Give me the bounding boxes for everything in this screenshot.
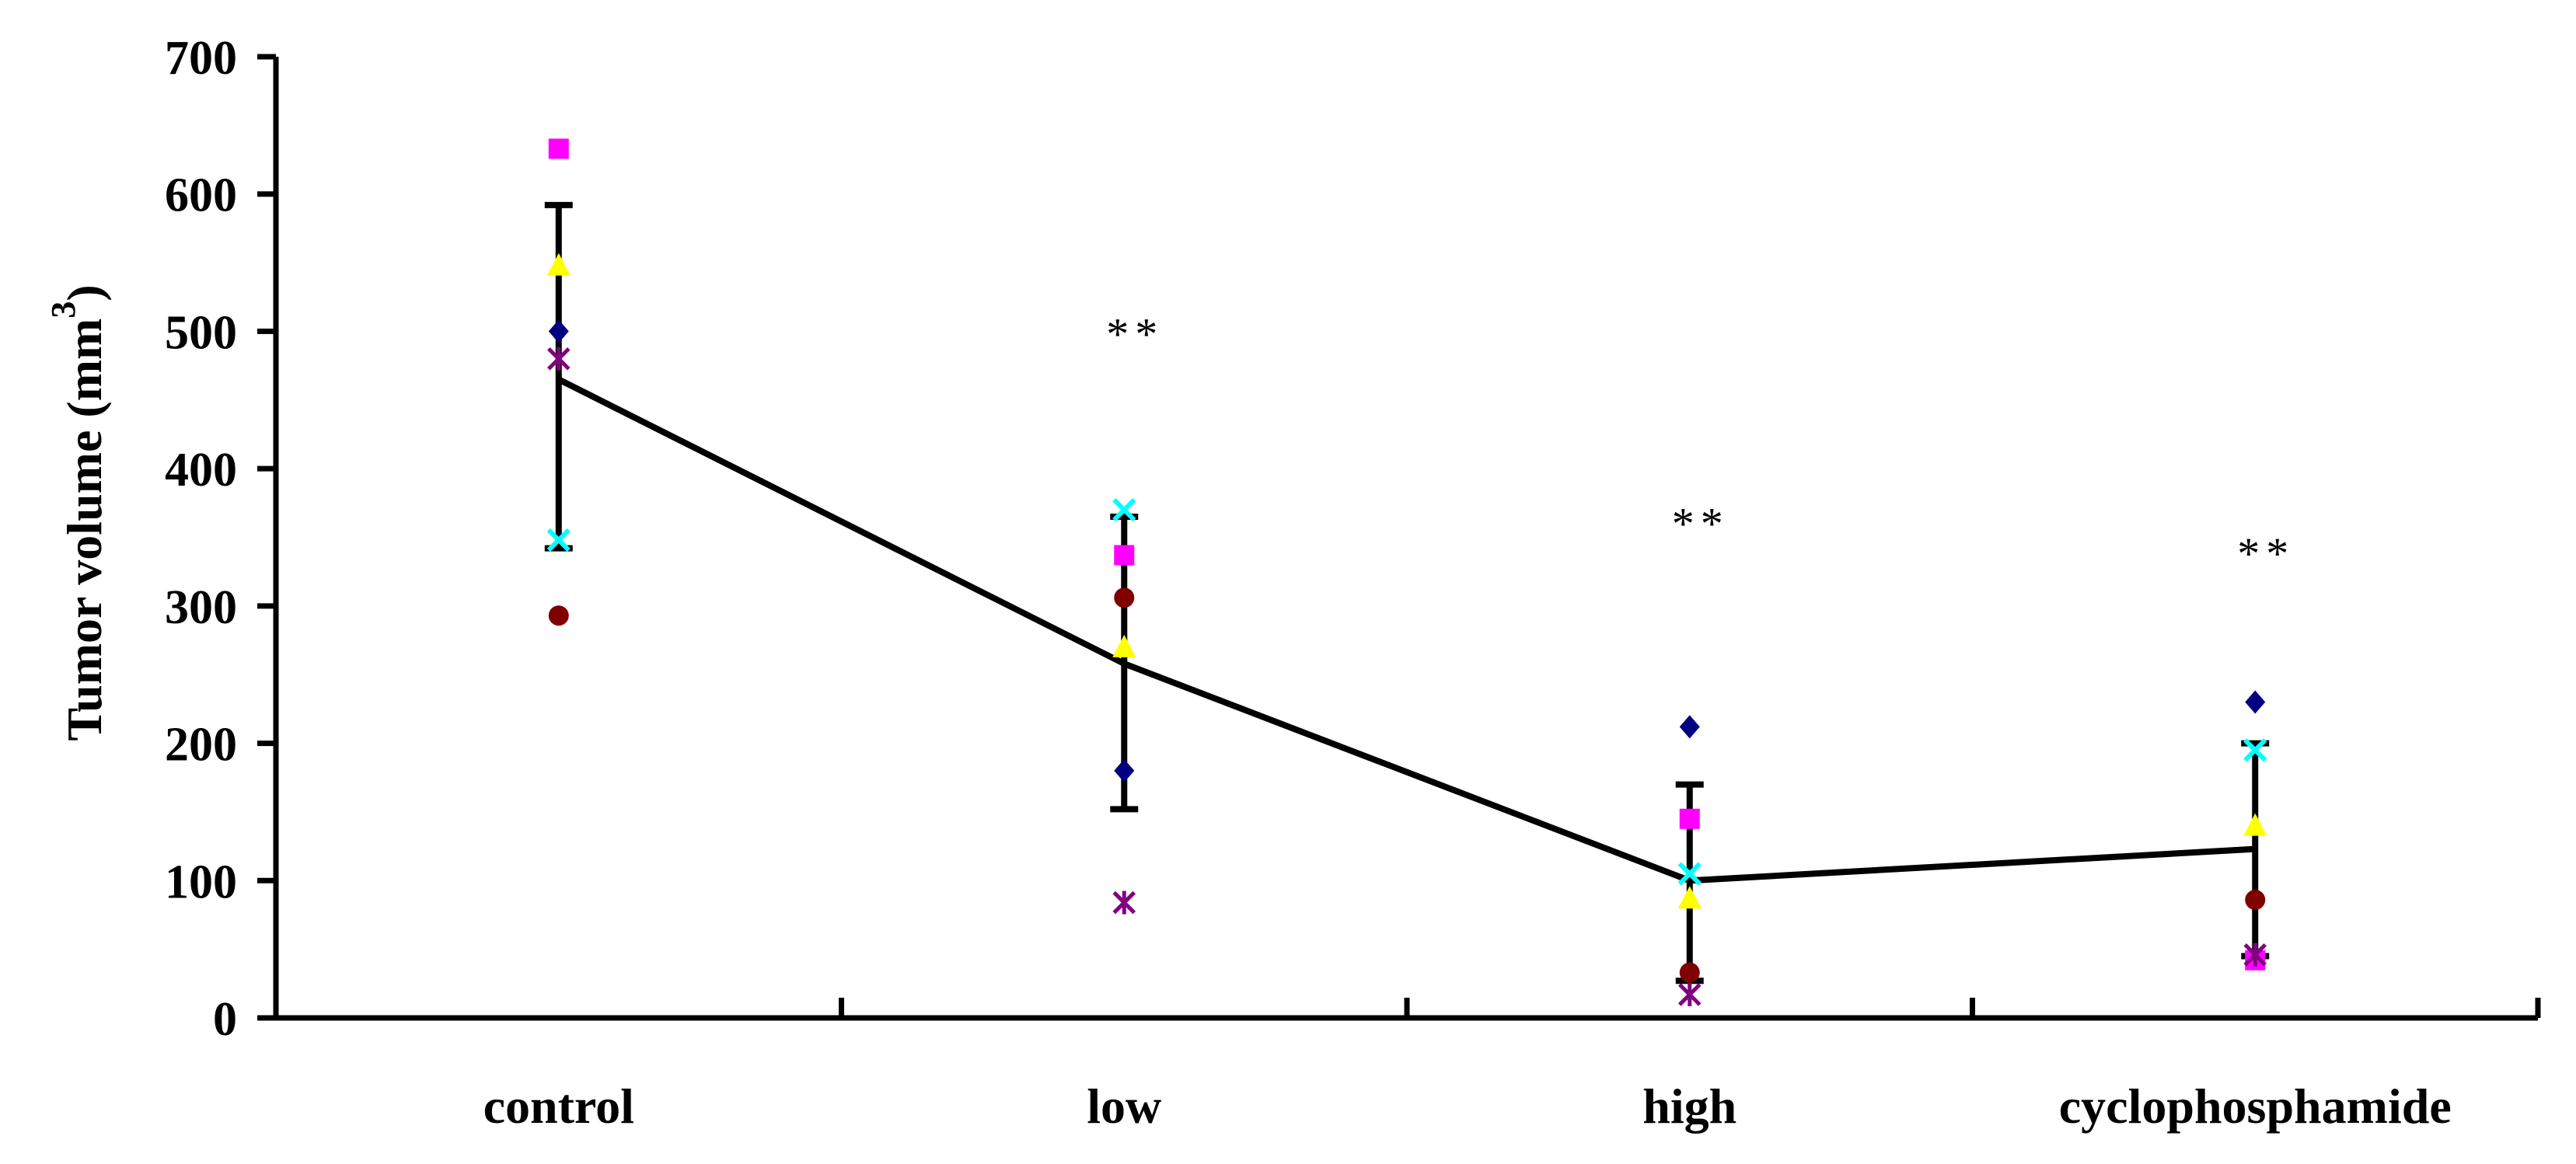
point-subject-6-cyclophosphamide — [2245, 890, 2266, 911]
x-tick-label-control: control — [483, 1079, 634, 1134]
point-subject-4-high — [1677, 862, 1702, 886]
point-subject-2-low — [1114, 545, 1135, 566]
y-tick-label: 700 — [165, 32, 237, 85]
point-subject-1-cyclophosphamide — [2245, 690, 2266, 714]
y-axis-label: Tumor volume (mm3) — [44, 284, 112, 741]
y-tick-label: 400 — [165, 444, 237, 497]
y-tick-label: 300 — [165, 581, 237, 634]
point-subject-2-high — [1679, 808, 1700, 829]
point-subject-5-low — [1112, 890, 1136, 915]
y-tick-label: 600 — [165, 169, 237, 222]
point-subject-5-high — [1677, 982, 1702, 1006]
x-tick-label-cyclophosphamide: cyclophosphamide — [2059, 1079, 2452, 1134]
x-tick-label-low: low — [1087, 1079, 1161, 1134]
significance-label: ** — [1106, 308, 1164, 359]
point-subject-5-cyclophosphamide — [2243, 943, 2267, 967]
point-subject-6-high — [1679, 962, 1700, 983]
mean-line — [557, 376, 2256, 884]
y-tick-label: 200 — [165, 719, 237, 772]
point-subject-4-control — [546, 528, 571, 552]
point-subject-4-cyclophosphamide — [2243, 738, 2267, 762]
marker-stroke — [2243, 738, 2267, 762]
point-subject-2-control — [548, 138, 569, 159]
axes: 0 100 200 300 400 500 600 700 control low high cycl… — [165, 32, 2541, 1134]
point-subject-3-control — [546, 253, 571, 276]
marker-stroke — [1112, 498, 1136, 522]
point-subject-3-high — [1677, 886, 1702, 909]
significance-label: ** — [1672, 498, 1730, 549]
point-subject-3-cyclophosphamide — [2243, 813, 2267, 836]
plot-area: ** ** ** — [544, 138, 2295, 1006]
significance-label: ** — [2237, 528, 2295, 579]
point-subject-6-control — [548, 605, 569, 626]
point-subject-1-low — [1114, 758, 1135, 782]
y-tick-label: 100 — [165, 856, 237, 908]
point-subject-5-control — [546, 347, 571, 371]
point-subject-1-control — [548, 319, 569, 343]
point-subject-1-high — [1679, 715, 1700, 739]
point-subject-3-low — [1112, 634, 1136, 657]
point-subject-6-low — [1114, 587, 1135, 608]
point-subject-4-low — [1112, 498, 1136, 522]
marker-stroke — [1677, 862, 1702, 886]
y-tick-label: 0 — [213, 993, 237, 1046]
y-tick-label: 500 — [165, 306, 237, 359]
marker-stroke — [546, 528, 571, 552]
x-tick-label-high: high — [1642, 1079, 1737, 1134]
